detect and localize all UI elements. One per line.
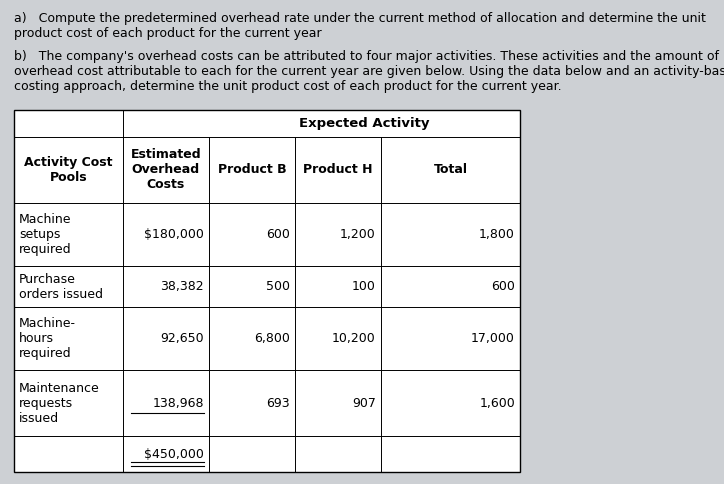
Text: 6,800: 6,800 <box>254 333 290 346</box>
Text: $180,000: $180,000 <box>144 227 204 241</box>
Text: $450,000: $450,000 <box>144 448 204 461</box>
Text: 38,382: 38,382 <box>160 280 204 293</box>
Text: 500: 500 <box>266 280 290 293</box>
Text: 10,200: 10,200 <box>332 333 376 346</box>
Text: Maintenance
requests
issued: Maintenance requests issued <box>19 382 100 424</box>
Text: Machine
setups
required: Machine setups required <box>19 212 72 256</box>
Text: Estimated
Overhead
Costs: Estimated Overhead Costs <box>130 148 201 191</box>
Text: Product H: Product H <box>303 163 373 176</box>
Text: 600: 600 <box>491 280 515 293</box>
Text: 600: 600 <box>266 227 290 241</box>
Text: 92,650: 92,650 <box>160 333 204 346</box>
Text: b)   The company's overhead costs can be attributed to four major activities. Th: b) The company's overhead costs can be a… <box>14 50 724 93</box>
Bar <box>14 110 520 472</box>
Text: Expected Activity: Expected Activity <box>299 117 429 130</box>
Text: Total: Total <box>434 163 468 176</box>
Text: 1,800: 1,800 <box>479 227 515 241</box>
Text: Purchase
orders issued: Purchase orders issued <box>19 272 103 301</box>
Text: 17,000: 17,000 <box>471 333 515 346</box>
Text: 100: 100 <box>352 280 376 293</box>
Text: 1,600: 1,600 <box>479 397 515 409</box>
Text: 693: 693 <box>266 397 290 409</box>
Text: 138,968: 138,968 <box>152 397 204 409</box>
Text: a)   Compute the predetermined overhead rate under the current method of allocat: a) Compute the predetermined overhead ra… <box>14 12 706 40</box>
Text: Machine-
hours
required: Machine- hours required <box>19 318 76 361</box>
Text: Activity Cost
Pools: Activity Cost Pools <box>24 156 113 184</box>
Text: 907: 907 <box>352 397 376 409</box>
Text: Product B: Product B <box>217 163 286 176</box>
Text: 1,200: 1,200 <box>340 227 376 241</box>
